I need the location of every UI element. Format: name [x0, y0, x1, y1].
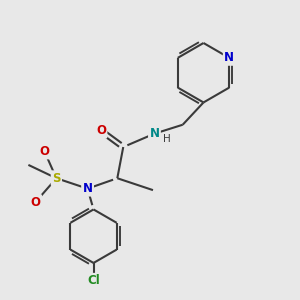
Text: Cl: Cl	[87, 274, 100, 287]
Text: N: N	[82, 182, 93, 195]
Text: O: O	[31, 196, 40, 208]
Text: S: S	[52, 172, 61, 185]
Text: O: O	[96, 124, 106, 137]
Text: O: O	[40, 145, 50, 158]
Text: N: N	[224, 51, 234, 64]
Text: H: H	[163, 134, 171, 144]
Text: N: N	[149, 127, 160, 140]
